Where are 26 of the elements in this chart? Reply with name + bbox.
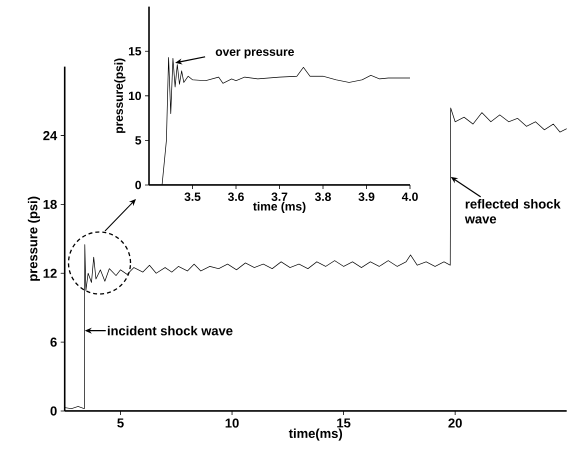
x-tick-label: 3.5 (184, 192, 200, 201)
annotation: reflected shock wave (464, 199, 561, 224)
annotation: incident shock wave (108, 326, 233, 336)
x-tick-label: 15 (337, 418, 350, 428)
x-tick-label: 3.7 (271, 192, 288, 201)
x-tick-label: 3.9 (358, 192, 374, 201)
y-tick-label: 5 (135, 136, 142, 145)
y-tick-label: 6 (50, 338, 57, 347)
y-axis-title: pressure(psi) (114, 58, 126, 133)
y-tick-label: 24 (43, 131, 58, 140)
y-tick-label: 10 (128, 92, 142, 100)
y-tick-label: 0 (50, 406, 57, 416)
y-tick-label: 12 (44, 268, 57, 278)
y-tick-label: 0 (135, 180, 142, 190)
x-tick-label: 10 (226, 418, 239, 428)
x-tick-label: 3.8 (314, 192, 331, 201)
y-axis-title: pressure (psi) (28, 196, 40, 281)
x-tick-label: 3.6 (228, 192, 244, 201)
x-tick-label: 4.0 (402, 192, 418, 201)
y-tick-label: 15 (128, 47, 142, 56)
x-tick-label: 20 (448, 418, 462, 428)
x-axis-title: time (ms) (253, 202, 306, 213)
x-tick-label: 5 (117, 418, 124, 428)
y-tick-label: 18 (44, 200, 57, 209)
x-axis-title: time(ms) (288, 428, 342, 441)
annotation: over pressure (216, 49, 294, 58)
